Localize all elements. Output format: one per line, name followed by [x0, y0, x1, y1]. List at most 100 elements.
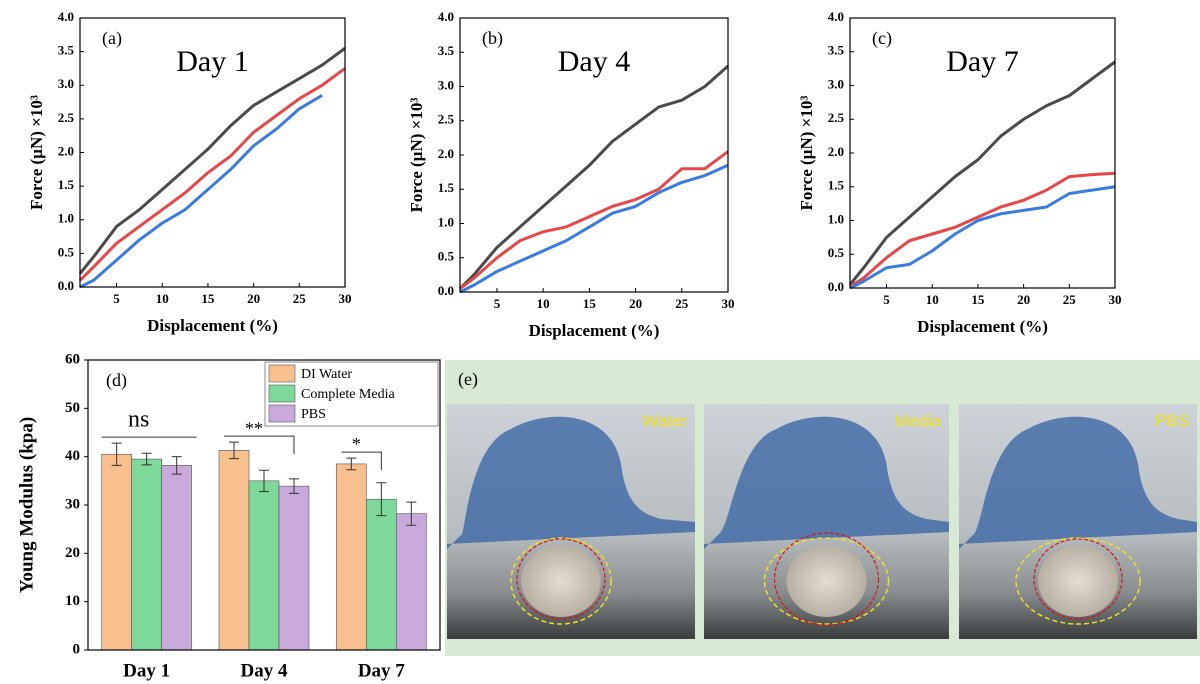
photo: Water	[447, 404, 695, 639]
bar	[161, 465, 192, 651]
y-tick-label: 4.0	[58, 9, 74, 24]
legend-label: PBS	[301, 407, 326, 422]
legend-swatch	[268, 404, 296, 423]
error-bar	[229, 441, 239, 460]
sample	[1038, 545, 1118, 617]
x-tick-label: 10	[537, 296, 550, 311]
panel-label: (e)	[458, 369, 478, 390]
legend-label: Complete Media	[301, 387, 395, 402]
x-axis-label: Displacement (%)	[529, 321, 660, 340]
y-tick-label: 2.0	[58, 143, 74, 158]
bar	[131, 458, 162, 651]
significance-label: *	[352, 434, 361, 454]
y-axis-label: Young Modulus (kpa)	[16, 417, 37, 593]
y-tick-label: 0.0	[58, 278, 74, 293]
plot-frame	[459, 17, 729, 293]
bar	[248, 480, 280, 651]
x-tick-label: 10	[156, 291, 169, 306]
error-bar	[111, 442, 122, 466]
y-tick-label: 0.5	[58, 244, 75, 259]
x-tick-label: Day 1	[123, 660, 170, 681]
y-tick-label: 0.5	[828, 245, 845, 260]
x-tick-label: 15	[971, 292, 985, 307]
chart-title: Day 4	[558, 45, 630, 78]
y-tick-label: 1.5	[58, 177, 75, 192]
x-tick-label: 5	[883, 292, 890, 307]
x-tick-label: 25	[293, 291, 307, 306]
photo-caption: Media	[895, 411, 942, 430]
x-tick-label: 20	[1017, 292, 1030, 307]
bar	[336, 463, 367, 651]
chart-title: Day 7	[946, 45, 1018, 78]
x-tick-label: 15	[201, 291, 215, 306]
y-tick-label: 3.5	[828, 43, 845, 58]
y-tick-label: 2.0	[828, 144, 844, 159]
x-tick-label: 10	[926, 292, 939, 307]
x-tick-label: 25	[1063, 292, 1077, 307]
significance-label: ns	[128, 407, 149, 433]
legend-swatch	[268, 364, 296, 383]
line-series	[849, 171, 1116, 288]
legend-swatch	[268, 384, 296, 403]
photo-caption: Water	[642, 411, 687, 430]
x-axis-label: Displacement (%)	[147, 316, 278, 335]
line-series	[78, 67, 346, 282]
y-tick-label: 2.0	[438, 146, 454, 161]
y-tick-label: 2.5	[438, 112, 455, 127]
line-series	[79, 94, 323, 289]
y-tick-label: 20	[65, 545, 80, 561]
inner-boundary	[773, 532, 880, 626]
chart-title: Day 1	[176, 45, 248, 78]
y-tick-label: 1.5	[828, 178, 845, 193]
plot-frame	[849, 17, 1116, 289]
error-bar	[289, 478, 299, 494]
y-axis-label: Force (µN) ×10³	[27, 95, 46, 210]
error-bar	[141, 452, 152, 466]
y-tick-label: 1.0	[438, 214, 454, 229]
y-tick-label: 4.0	[438, 9, 454, 24]
x-tick-label: 20	[247, 291, 260, 306]
x-tick-label: 15	[583, 296, 597, 311]
y-tick-label: 40	[65, 448, 80, 464]
droplet	[959, 416, 1197, 549]
plot-frame	[79, 17, 346, 288]
x-tick-label: 5	[494, 296, 501, 311]
y-tick-label: 0.5	[438, 249, 455, 264]
significance-bracket	[224, 435, 295, 455]
panel-label: (c)	[872, 28, 892, 49]
y-tick-label: 1.5	[438, 180, 455, 195]
y-tick-label: 1.0	[58, 211, 74, 226]
x-tick-label: Day 7	[358, 660, 405, 681]
photo: PBS	[959, 404, 1197, 639]
y-axis-label: Force (µN) ×10³	[797, 96, 816, 211]
sample	[521, 545, 601, 617]
y-tick-label: 3.5	[58, 43, 75, 58]
y-tick-label: 10	[65, 593, 80, 609]
error-bar	[346, 457, 357, 471]
legend-label: DI Water	[301, 367, 352, 382]
y-tick-label: 2.5	[58, 110, 75, 125]
bar	[218, 450, 250, 651]
x-tick-label: 25	[675, 296, 689, 311]
significance-label: **	[245, 418, 263, 438]
panel-label: (b)	[482, 28, 503, 49]
inner-boundary	[516, 538, 606, 620]
panel-label: (a)	[102, 28, 122, 49]
error-bar	[406, 501, 417, 526]
significance-bracket	[341, 451, 382, 471]
bar	[396, 513, 427, 651]
line-series	[848, 60, 1116, 286]
y-tick-label: 4.0	[828, 9, 844, 24]
outer-boundary	[510, 537, 612, 625]
photo: Media	[704, 404, 949, 639]
x-tick-label: 5	[113, 291, 120, 306]
x-tick-label: 30	[722, 296, 735, 311]
error-bar	[259, 469, 269, 492]
y-tick-label: 3.0	[58, 76, 74, 91]
inner-boundary	[1033, 538, 1123, 620]
error-bar	[376, 482, 387, 517]
line-series	[458, 64, 729, 290]
y-tick-label: 0	[73, 641, 81, 657]
plot-frame	[87, 359, 441, 651]
